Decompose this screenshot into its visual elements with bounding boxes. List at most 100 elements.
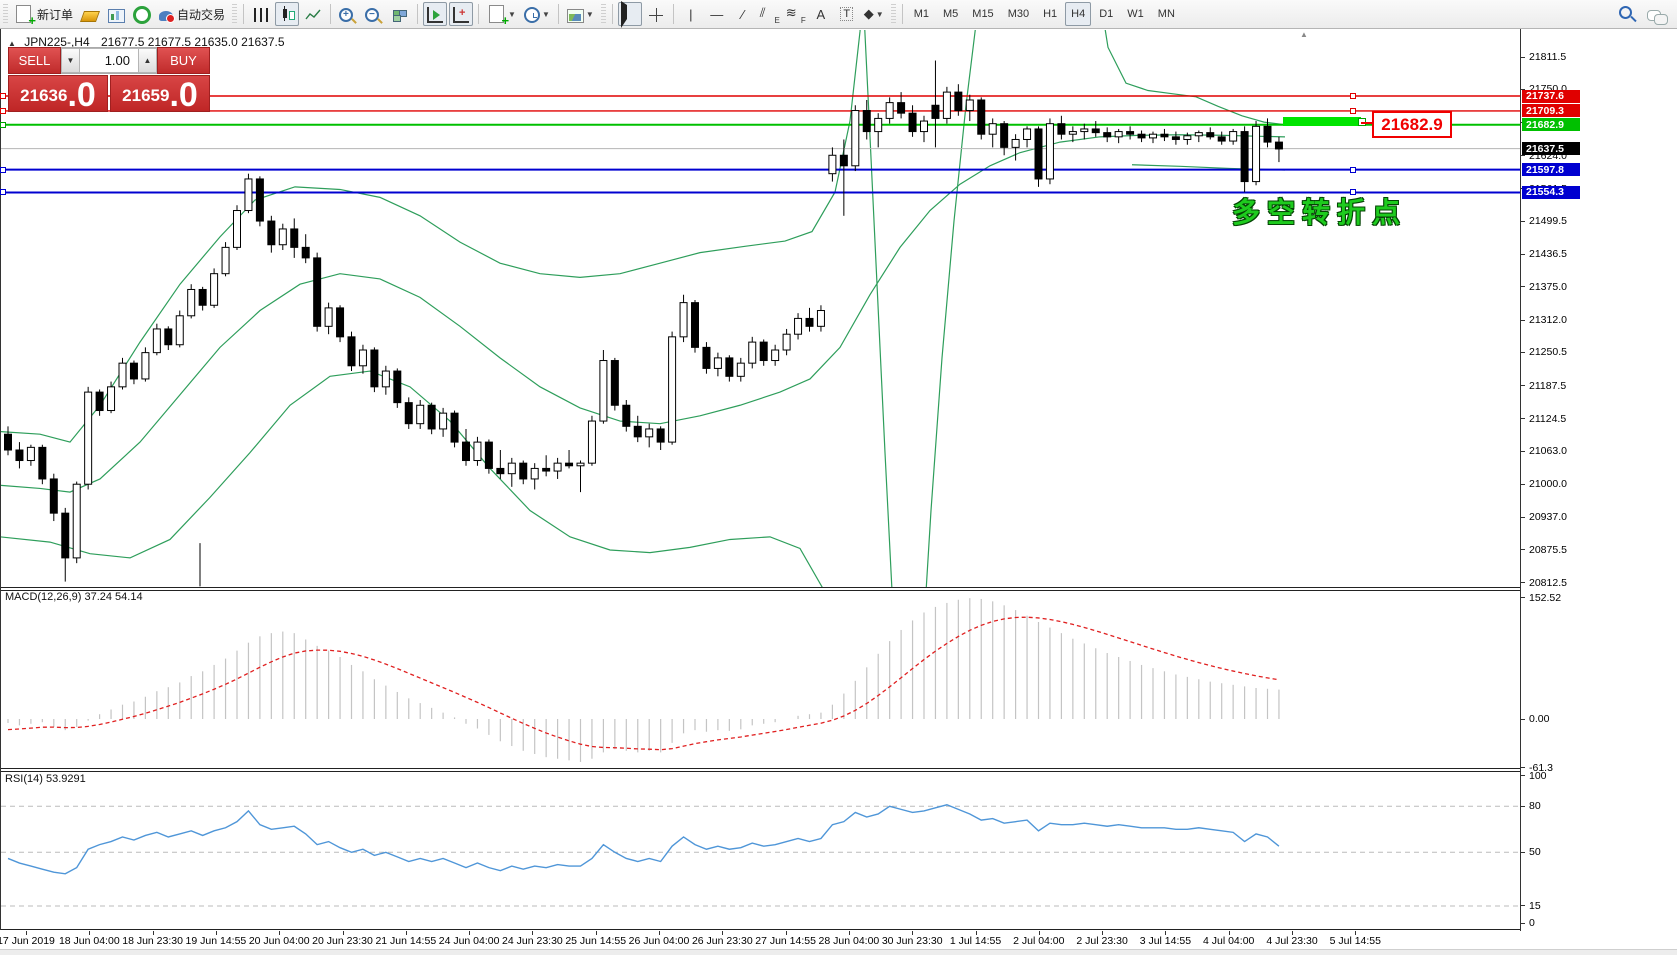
candle-body — [874, 117, 883, 133]
line-handle[interactable] — [0, 189, 6, 196]
horizontal-line-icon: — — [710, 6, 724, 22]
text-button[interactable]: A — [809, 2, 833, 26]
volume-decrease-button[interactable]: ▼ — [61, 48, 80, 73]
candle-body — [484, 441, 493, 469]
sell-price[interactable]: 21636 .0 — [8, 75, 108, 112]
arrows-dropdown[interactable]: ◆ ▼ — [861, 2, 887, 26]
fibonacci-button[interactable]: ≋ F — [783, 2, 807, 26]
timeframe-H1[interactable]: H1 — [1043, 8, 1058, 20]
timeframe-H4[interactable]: H4 — [1065, 2, 1092, 26]
signals-button[interactable] — [130, 2, 154, 26]
line-handle[interactable] — [1350, 107, 1356, 114]
zoom-in-button[interactable]: + — [336, 2, 360, 26]
candle-body — [15, 449, 24, 462]
signal-icon — [133, 6, 152, 24]
candle-body — [26, 446, 35, 462]
new-chart-dropdown[interactable]: + ▼ — [484, 2, 519, 27]
highlight-bar[interactable] — [1283, 117, 1361, 126]
candlestick-chart-button[interactable] — [275, 2, 300, 26]
annotation-text[interactable]: 多空转折点 — [1232, 197, 1408, 228]
tile-windows-button[interactable] — [388, 2, 412, 26]
chat-button[interactable] — [1642, 2, 1668, 26]
timeframe-D1[interactable]: D1 — [1099, 8, 1114, 20]
profiles-dropdown[interactable]: ▼ — [521, 2, 553, 26]
time-axis-label: 26 Jun 23:30 — [691, 935, 753, 947]
auto-scroll-icon — [427, 7, 444, 23]
text-label-button[interactable]: T — [835, 2, 859, 26]
bollinger-band-line — [925, 30, 976, 587]
time-axis-tick — [975, 931, 977, 935]
candle-body — [771, 349, 780, 362]
toolbar-grip[interactable] — [232, 4, 238, 24]
text-label-icon: T — [840, 7, 854, 21]
time-axis-label: 20 Jun 23:30 — [312, 935, 373, 947]
eraser-button[interactable] — [78, 2, 102, 26]
timeframe-M1[interactable]: M1 — [913, 8, 929, 20]
search-button[interactable] — [1616, 2, 1640, 26]
vertical-line-button[interactable]: | — [679, 2, 703, 26]
crosshair-button[interactable] — [644, 2, 668, 26]
timeframe-MN[interactable]: MN — [1157, 8, 1175, 20]
time-axis-tick — [279, 931, 281, 935]
new-order-button[interactable]: + 新订单 — [11, 2, 76, 27]
autotrading-button[interactable]: 自动交易 — [156, 2, 228, 26]
buy-button[interactable]: BUY — [157, 47, 210, 74]
chart-shift-button[interactable]: + — [449, 2, 474, 26]
buy-price[interactable]: 21659 .0 — [110, 75, 210, 112]
price-badge-21554.3: 21554.3 — [1522, 185, 1580, 199]
timeframe-W1[interactable]: W1 — [1127, 8, 1144, 20]
channel-button[interactable]: ⫽ E — [757, 2, 781, 26]
time-axis-label: 30 Jun 23:30 — [881, 935, 943, 947]
chart-window-button[interactable] — [104, 2, 128, 26]
candle-body — [1045, 123, 1054, 180]
candle-body — [1057, 123, 1066, 135]
line-handle[interactable] — [0, 93, 6, 99]
toolbar-grip[interactable] — [890, 4, 896, 24]
horizontal-line-button[interactable]: — — [705, 2, 729, 26]
text-icon: A — [816, 6, 826, 22]
indicators-dropdown[interactable]: ▼ — [564, 2, 597, 26]
cursor-icon — [620, 1, 627, 28]
line-handle[interactable] — [0, 166, 6, 173]
candle-body — [152, 328, 161, 354]
line-handle[interactable] — [0, 121, 6, 128]
separator — [417, 4, 419, 24]
price-badge-21682.9: 21682.9 — [1522, 118, 1580, 132]
timeframe-bar: M1 M5 M15 M30 H1 H4 D1 W1 MN — [907, 2, 1182, 26]
line-handle[interactable] — [1350, 93, 1356, 99]
chart-title: ▲ JPN225-,H4 21677.5 21677.5 21635.0 216… — [8, 35, 285, 49]
candle-body — [1252, 125, 1261, 183]
timeframe-M15[interactable]: M15 — [972, 8, 994, 20]
timeframe-M5[interactable]: M5 — [943, 8, 959, 20]
vertical-line-icon: | — [689, 6, 693, 22]
separator — [557, 4, 559, 24]
line-handle[interactable] — [1350, 189, 1356, 196]
toolbar-grip[interactable] — [3, 4, 8, 24]
candle-body — [553, 462, 562, 472]
collapse-triangle-icon[interactable]: ▲ — [8, 39, 16, 48]
line-handle[interactable] — [1350, 166, 1356, 173]
price-axis-tick — [1521, 351, 1525, 353]
line-chart-button[interactable] — [301, 2, 325, 26]
auto-scroll-button[interactable] — [423, 2, 448, 26]
rsi-axis-tick — [1521, 922, 1525, 924]
line-handle[interactable] — [0, 107, 6, 114]
chart-canvas[interactable] — [0, 29, 1677, 955]
candle-body — [862, 110, 871, 133]
rsi-axis-tick — [1521, 775, 1525, 777]
timeframe-M30[interactable]: M30 — [1007, 8, 1030, 20]
cursor-button[interactable] — [617, 1, 642, 28]
price-callout-label[interactable]: 21682.9 — [1372, 111, 1452, 138]
price-axis-tick — [1521, 319, 1525, 321]
sell-button[interactable]: SELL — [8, 47, 61, 74]
price-axis-label: 21375.0 — [1529, 280, 1567, 293]
candle-body — [301, 246, 310, 259]
time-axis: 17 Jun 2019 18 Jun 04:00 18 Jun 23:30 19 Ju… — [0, 931, 1677, 949]
volume-increase-button[interactable]: ▲ — [138, 48, 157, 73]
zoom-out-button[interactable]: − — [362, 2, 386, 26]
toolbar-grip[interactable] — [600, 4, 606, 24]
volume-input[interactable]: 1.00 — [80, 48, 138, 73]
bar-chart-button[interactable] — [249, 2, 273, 26]
trendline-button[interactable]: ∕ — [731, 2, 755, 26]
volume-stepper: ▼ 1.00 ▲ — [61, 47, 157, 74]
